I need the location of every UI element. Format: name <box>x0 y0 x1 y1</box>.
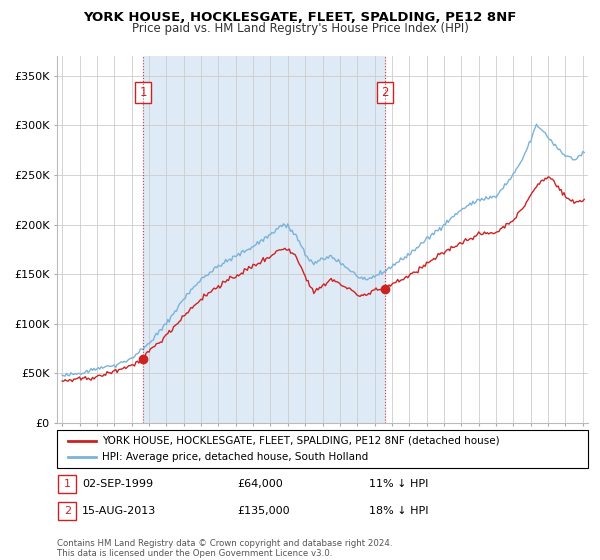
Text: Price paid vs. HM Land Registry's House Price Index (HPI): Price paid vs. HM Land Registry's House … <box>131 22 469 35</box>
Text: 2: 2 <box>382 86 389 99</box>
Text: 1: 1 <box>64 479 71 489</box>
Text: 15-AUG-2013: 15-AUG-2013 <box>82 506 157 516</box>
Text: £135,000: £135,000 <box>237 506 290 516</box>
Text: Contains HM Land Registry data © Crown copyright and database right 2024.
This d: Contains HM Land Registry data © Crown c… <box>57 539 392 558</box>
Text: 1: 1 <box>139 86 147 99</box>
Text: YORK HOUSE, HOCKLESGATE, FLEET, SPALDING, PE12 8NF (detached house): YORK HOUSE, HOCKLESGATE, FLEET, SPALDING… <box>102 436 500 446</box>
Bar <box>143 56 385 423</box>
Text: 11% ↓ HPI: 11% ↓ HPI <box>369 479 428 489</box>
Text: 02-SEP-1999: 02-SEP-1999 <box>82 479 154 489</box>
Text: YORK HOUSE, HOCKLESGATE, FLEET, SPALDING, PE12 8NF: YORK HOUSE, HOCKLESGATE, FLEET, SPALDING… <box>83 11 517 24</box>
Text: HPI: Average price, detached house, South Holland: HPI: Average price, detached house, Sout… <box>102 452 368 462</box>
Text: £64,000: £64,000 <box>237 479 283 489</box>
Text: 2: 2 <box>64 506 71 516</box>
Text: 18% ↓ HPI: 18% ↓ HPI <box>369 506 428 516</box>
